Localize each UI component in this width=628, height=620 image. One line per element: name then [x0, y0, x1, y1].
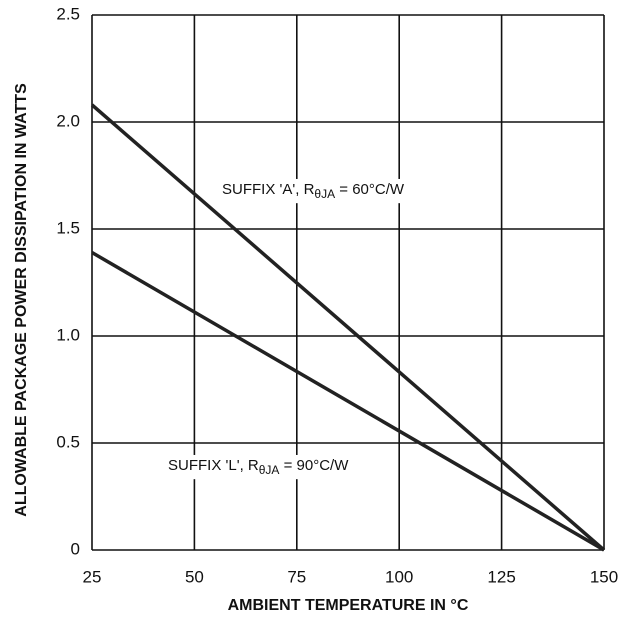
y-tick-label: 1.0: [56, 325, 80, 344]
annotation: SUFFIX 'A', RθJA = 60°C/W: [219, 178, 408, 204]
annotation-bg: [219, 178, 408, 204]
annotation-main: SUFFIX 'A', R: [222, 181, 315, 198]
annotation-text: SUFFIX 'A', RθJA = 60°C/W: [222, 181, 405, 201]
y-tick-label: 2.0: [56, 111, 80, 130]
annotation: SUFFIX 'L', RθJA = 90°C/W: [165, 454, 353, 480]
annotation-sub: θJA: [259, 463, 280, 477]
x-tick-label: 75: [287, 567, 306, 586]
y-tick-label: 1.5: [56, 218, 80, 237]
y-axis-title: ALLOWABLE PACKAGE POWER DISSIPATION IN W…: [13, 83, 30, 517]
series-line: [91, 251, 605, 552]
annotation-main: SUFFIX 'L', R: [168, 457, 259, 474]
annotation-rest: = 60°C/W: [335, 181, 405, 198]
x-tick-label: 100: [385, 567, 413, 586]
x-axis-title: AMBIENT TEMPERATURE IN °C: [228, 597, 469, 614]
annotation-text: SUFFIX 'L', RθJA = 90°C/W: [168, 457, 349, 477]
y-tick-label: 0.5: [56, 432, 80, 451]
series-line: [90, 103, 606, 552]
y-tick-label: 2.5: [56, 4, 80, 23]
annotation-sub: θJA: [314, 187, 335, 201]
annotation-rest: = 90°C/W: [279, 457, 349, 474]
x-tick-label: 25: [83, 567, 102, 586]
x-tick-label: 150: [590, 567, 618, 586]
y-tick-label: 0: [71, 539, 80, 558]
annotation-bg: [165, 454, 353, 480]
x-tick-label: 125: [487, 567, 515, 586]
x-tick-label: 50: [185, 567, 204, 586]
